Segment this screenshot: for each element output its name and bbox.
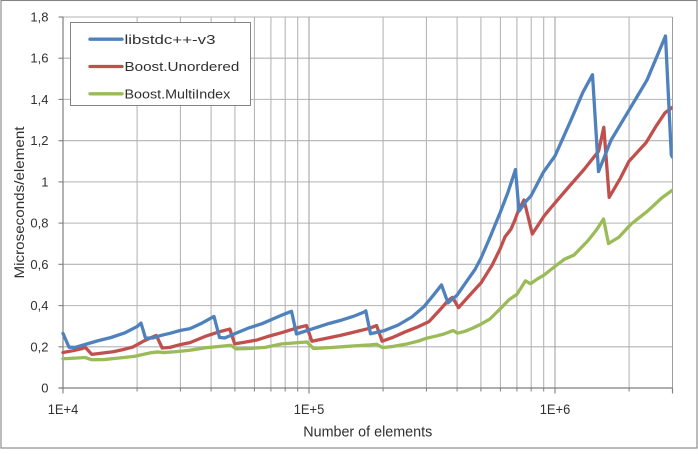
- svg-text:Number of elements: Number of elements: [303, 425, 432, 441]
- svg-text:0,2: 0,2: [30, 339, 48, 354]
- svg-text:1: 1: [41, 174, 48, 189]
- svg-text:1,2: 1,2: [30, 133, 48, 148]
- svg-text:Boost.Unordered: Boost.Unordered: [125, 59, 240, 74]
- svg-text:0: 0: [41, 381, 48, 396]
- svg-text:Boost.MultiIndex: Boost.MultiIndex: [125, 86, 231, 101]
- svg-text:0,8: 0,8: [30, 216, 48, 231]
- svg-text:0,6: 0,6: [30, 257, 48, 272]
- svg-text:1E+6: 1E+6: [540, 402, 571, 417]
- svg-text:1,6: 1,6: [30, 51, 48, 66]
- svg-text:0,4: 0,4: [30, 298, 48, 313]
- svg-text:1E+4: 1E+4: [48, 402, 79, 417]
- svg-text:Microseconds/element: Microseconds/element: [12, 126, 27, 278]
- svg-text:libstdc++-v3: libstdc++-v3: [125, 32, 216, 47]
- svg-text:1,4: 1,4: [30, 92, 48, 107]
- svg-text:1,8: 1,8: [30, 10, 48, 25]
- svg-text:1E+5: 1E+5: [294, 402, 325, 417]
